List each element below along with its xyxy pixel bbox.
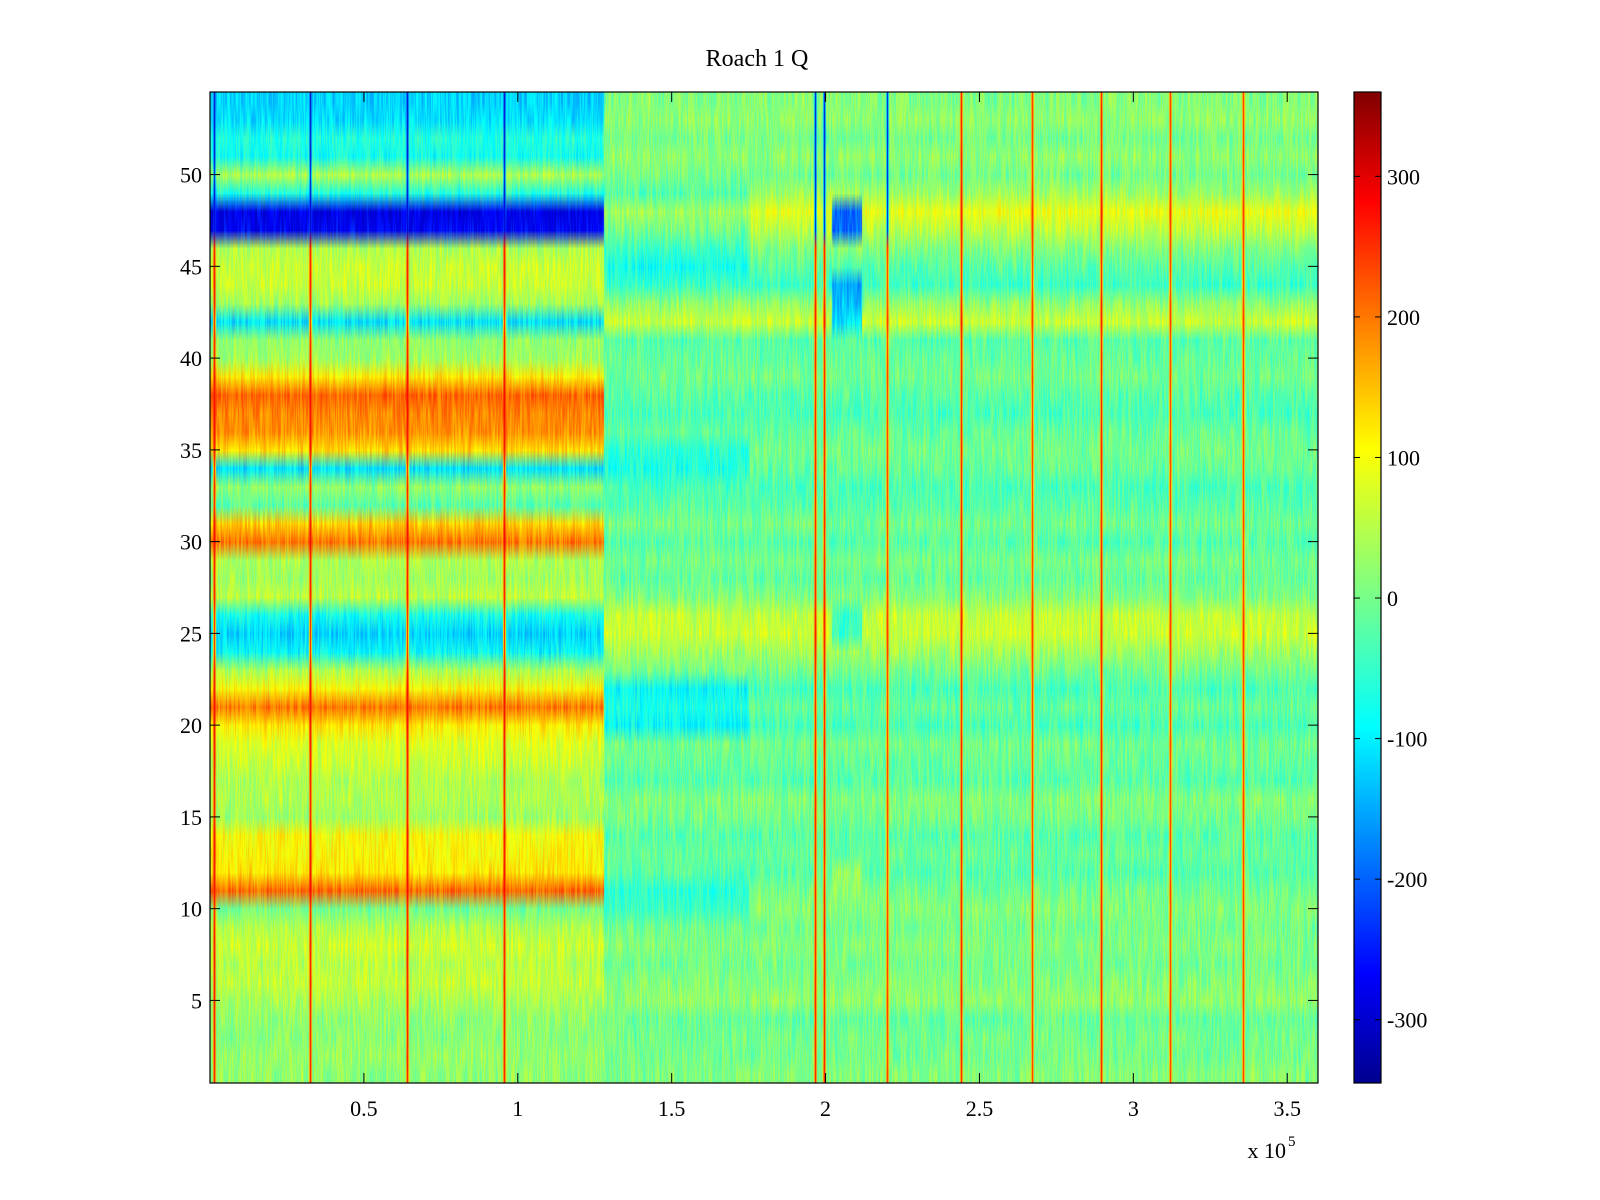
colorbar-tick-label: -100 [1387,727,1427,752]
y-tick-label: 5 [191,988,202,1013]
x-tick-label: 1 [512,1096,523,1121]
x-tick-label: 3 [1128,1096,1139,1121]
colorbar-tick-label: -200 [1387,867,1427,892]
y-tick-label: 20 [180,713,202,738]
x-axis: 0.5 1 1.5 2 2.5 3 3.5 [350,92,1301,1121]
y-tick-label: 50 [180,163,202,188]
x-tick-label: 3.5 [1273,1096,1301,1121]
y-tick-label: 35 [180,438,202,463]
colorbar-tick-label: 0 [1387,586,1398,611]
x-axis-multiplier: x 10 5 [1248,1134,1296,1163]
colorbar-gradient [1354,92,1381,1083]
x-multiplier-exponent: 5 [1288,1134,1296,1150]
y-tick-label: 40 [180,346,202,371]
x-tick-label: 0.5 [350,1096,378,1121]
colorbar-tick-label: 100 [1387,445,1420,470]
y-tick-label: 45 [180,254,202,279]
colorbar: -300 -200 -100 0 100 200 300 [1353,91,1427,1084]
colorbar-frame [1353,91,1382,1084]
colorbar-axis: -300 -200 -100 0 100 200 300 [1354,164,1427,1033]
x-tick-label: 2.5 [966,1096,994,1121]
x-tick-label: 1.5 [658,1096,686,1121]
x-multiplier-text: x 10 [1248,1138,1287,1163]
y-tick-label: 25 [180,621,202,646]
x-tick-label: 2 [820,1096,831,1121]
y-tick-label: 15 [180,805,202,830]
plot-frame [209,91,1319,1084]
heatmap-image [210,92,1318,1083]
y-tick-label: 10 [180,897,202,922]
y-tick-label: 30 [180,530,202,555]
colorbar-tick-label: 200 [1387,305,1420,330]
chart-title: Roach 1 Q [706,46,809,72]
colorbar-tick-label: 300 [1387,164,1420,189]
colorbar-tick-label: -300 [1387,1008,1427,1033]
y-axis: 5 10 15 20 25 30 35 40 45 50 [180,163,1318,1013]
heatmap-plot: 0.5 1 1.5 2 2.5 3 3.5 5 10 15 20 25 30 35 40 45 50 x 10… [180,91,1319,1163]
